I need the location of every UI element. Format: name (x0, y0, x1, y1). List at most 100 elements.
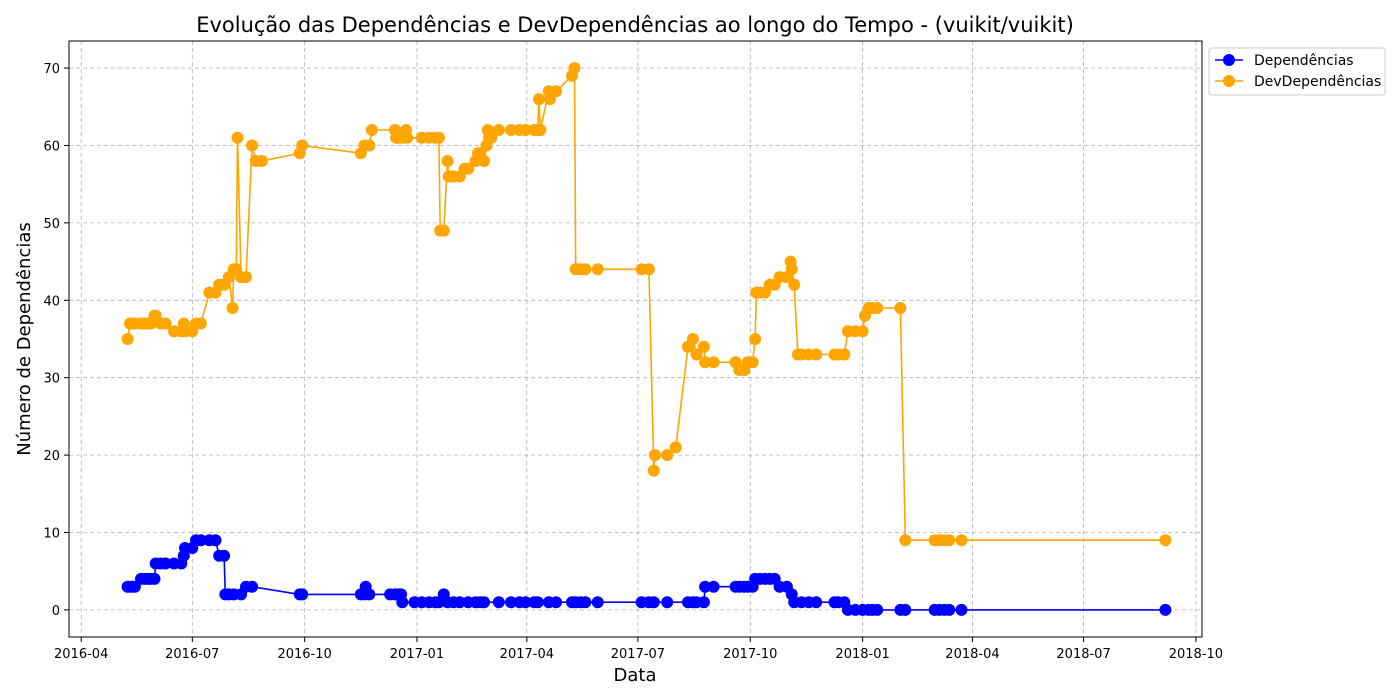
data-point-devdependencias (568, 62, 581, 75)
data-point-devdependencias (649, 449, 661, 462)
legend-label-devdependencias: DevDependências (1254, 74, 1381, 90)
data-point-devdependencias (159, 317, 172, 330)
data-point-devdependencias (749, 333, 762, 345)
data-point-devdependencias (686, 333, 699, 345)
chart-title: Evolução das Dependências e DevDependênc… (196, 13, 1074, 37)
data-point-dependencias (661, 596, 674, 609)
y-axis-label: Número de Dependências (14, 222, 35, 456)
legend: Dependências DevDependências (1208, 47, 1386, 96)
data-point-devdependencias (746, 356, 759, 369)
data-point-devdependencias (432, 131, 445, 144)
data-point-devdependencias (534, 124, 547, 136)
data-point-devdependencias (647, 464, 660, 477)
data-point-devdependencias (255, 155, 268, 167)
data-point-dependencias (579, 596, 592, 609)
data-point-dependencias (943, 603, 956, 616)
series-devdependencias (121, 62, 1172, 547)
legend-box (1208, 47, 1386, 96)
legend-marker-dependencias (1223, 54, 1235, 66)
x-axis: 2016-04 2016-07 2016-10 2017-01 2017-04 2017-… (54, 637, 1223, 662)
x-axis-label: Data (614, 665, 657, 686)
data-point-devdependencias (121, 333, 134, 345)
data-point-devdependencias (661, 449, 674, 462)
data-point-dependencias (699, 580, 712, 593)
data-point-devdependencias (365, 124, 378, 136)
data-point-dependencias (647, 596, 660, 609)
y-tick-label: 20 (43, 449, 60, 464)
data-point-devdependencias (550, 85, 563, 98)
data-point-devdependencias (231, 131, 244, 144)
data-point-devdependencias (838, 348, 851, 361)
x-tick-label: 2016-04 (54, 647, 108, 662)
data-point-devdependencias (246, 139, 259, 152)
data-point-dependencias (1159, 603, 1172, 616)
data-point-devdependencias (810, 348, 823, 361)
data-point-devdependencias (363, 139, 376, 152)
data-point-dependencias (707, 580, 720, 593)
data-point-devdependencias (485, 131, 498, 144)
data-point-devdependencias (788, 278, 801, 291)
data-point-devdependencias (955, 534, 968, 547)
data-point-devdependencias (492, 124, 505, 136)
data-point-devdependencias (296, 139, 309, 152)
data-point-devdependencias (441, 155, 454, 167)
data-point-dependencias (396, 596, 409, 609)
x-tick-label: 2018-07 (1056, 647, 1110, 662)
data-point-devdependencias (697, 340, 710, 353)
data-point-devdependencias (1159, 534, 1172, 547)
data-point-dependencias (591, 596, 604, 609)
y-tick-label: 30 (43, 372, 60, 387)
data-point-devdependencias (519, 124, 532, 136)
data-point-devdependencias (533, 93, 545, 106)
data-point-dependencias (810, 596, 823, 609)
x-tick-label: 2017-01 (390, 647, 444, 662)
data-point-dependencias (453, 596, 466, 609)
data-point-devdependencias (226, 302, 239, 314)
data-point-dependencias (296, 588, 309, 601)
data-point-devdependencias (591, 263, 604, 276)
data-point-devdependencias (194, 317, 207, 330)
data-point-devdependencias (707, 356, 720, 369)
series-layer (121, 62, 1172, 616)
x-tick-label: 2017-10 (723, 647, 777, 662)
data-point-devdependencias (690, 348, 703, 361)
data-point-devdependencias (579, 263, 592, 276)
data-point-devdependencias (401, 131, 414, 144)
x-tick-label: 2018-04 (945, 647, 999, 662)
data-point-devdependencias (894, 302, 907, 314)
data-point-devdependencias (785, 263, 798, 276)
y-axis: 0 10 20 30 40 50 60 70 (43, 62, 69, 619)
data-point-devdependencias (943, 534, 956, 547)
legend-entry-devdependencias: DevDependências (1215, 74, 1381, 90)
data-point-dependencias (159, 557, 172, 570)
data-point-devdependencias (899, 534, 912, 547)
data-point-dependencias (148, 572, 161, 585)
x-tick-label: 2018-10 (1169, 647, 1223, 662)
data-point-dependencias (505, 596, 517, 609)
x-tick-label: 2017-07 (611, 647, 665, 662)
data-point-devdependencias (642, 263, 655, 276)
data-point-dependencias (550, 596, 563, 609)
x-tick-label: 2018-01 (835, 647, 889, 662)
data-point-dependencias (899, 603, 912, 616)
data-point-devdependencias (505, 124, 517, 136)
plot-frame (68, 40, 1203, 638)
data-point-dependencias (519, 596, 532, 609)
y-tick-label: 10 (43, 527, 60, 542)
data-point-dependencias (492, 596, 505, 609)
data-point-dependencias (218, 549, 231, 562)
legend-entry-dependencias: Dependências (1215, 53, 1354, 69)
data-point-dependencias (697, 596, 710, 609)
y-tick-label: 70 (43, 62, 60, 77)
series-dependencias (121, 534, 1172, 616)
x-tick-label: 2016-07 (165, 647, 219, 662)
data-point-dependencias (478, 596, 491, 609)
data-point-devdependencias (240, 271, 252, 284)
y-tick-label: 50 (43, 217, 60, 232)
data-point-devdependencias (871, 302, 884, 314)
data-point-dependencias (246, 580, 259, 593)
data-point-devdependencias (856, 325, 869, 338)
data-point-dependencias (955, 603, 968, 616)
data-point-dependencias (871, 603, 884, 616)
